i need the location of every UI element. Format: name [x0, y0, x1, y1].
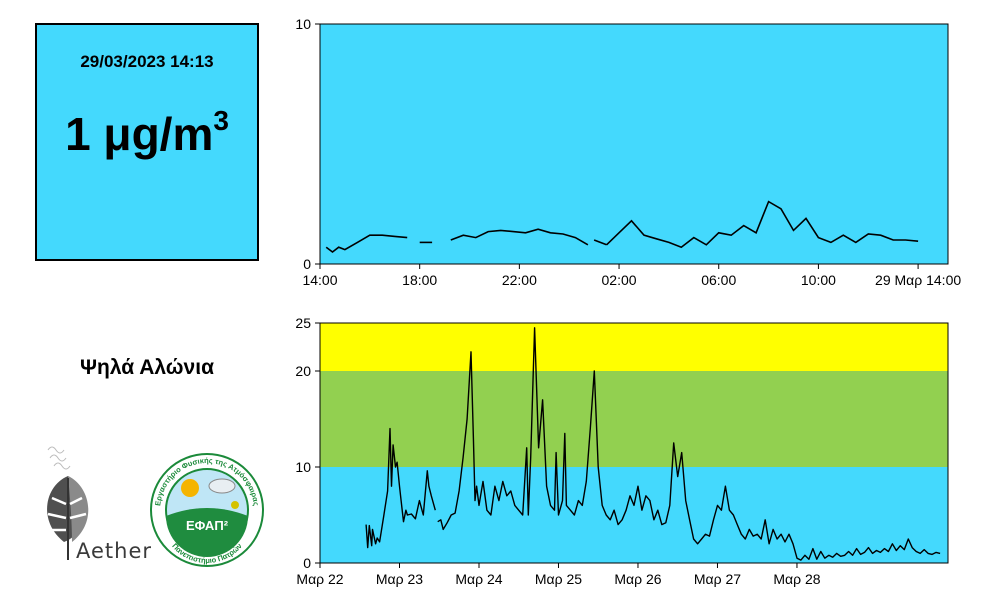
chart-week-band	[320, 323, 948, 371]
chart-24h-series-line	[593, 239, 607, 246]
current-reading-panel: 29/03/2023 14:13 1 μg/m3	[35, 23, 259, 261]
reading-value-text: 1 μg/m	[65, 108, 214, 160]
chart-week-plot-frame	[319, 322, 949, 564]
chart-24h-x-tick-label: 18:00	[402, 272, 437, 288]
chart-week-y-tick-label: 20	[295, 363, 311, 379]
efap-lab-icon: ΕΦΑΠ² Εργαστήριο Φυσικής της Ατμόσφαιρας…	[150, 453, 264, 567]
reading-timestamp: 29/03/2023 14:13	[80, 52, 214, 71]
chart-week-y-tick-label: 0	[303, 555, 311, 571]
chart-24h-x-tick-label: 10:00	[801, 272, 836, 288]
chart-week-band	[320, 371, 948, 467]
chart-24h-x-tick-label: 06:00	[701, 272, 736, 288]
aether-logo: Aether	[36, 442, 152, 568]
chart-24h-series-line	[325, 234, 408, 254]
station-name: Ψηλά Αλώνια	[80, 356, 214, 379]
chart-week-x-tick-label: Μαρ 28	[773, 571, 820, 587]
chart-week-y-tick-label: 10	[295, 459, 311, 475]
chart-24h-y-tick-label: 10	[295, 16, 311, 32]
chart-24h-series-line	[450, 228, 589, 246]
chart-24h-x-tick-label: 22:00	[502, 272, 537, 288]
aether-leaf-icon	[47, 446, 89, 560]
chart-week-x-tick-label: Μαρ 27	[694, 571, 741, 587]
chart-week-x-tick-label: Μαρ 26	[614, 571, 661, 587]
chart-week-x-tick-label: Μαρ 23	[376, 571, 423, 587]
chart-week-x-tick-label: Μαρ 24	[455, 571, 502, 587]
chart-week-series-line	[365, 427, 436, 549]
reading-value-exponent: 3	[213, 104, 229, 136]
chart-24h-x-tick-label: 02:00	[602, 272, 637, 288]
chart-24h-x-tick-label: 14:00	[302, 272, 337, 288]
efap-logo: ΕΦΑΠ² Εργαστήριο Φυσικής της Ατμόσφαιρας…	[148, 450, 266, 570]
chart-24h-y-tick-label: 0	[303, 256, 311, 272]
chart-week-x-tick-label: Μαρ 25	[535, 571, 582, 587]
chart-24h: 0 10 14:00 18:00 22:00 02:00 06:00 10:00 29 Μαρ …	[295, 16, 961, 288]
chart-24h-series-line	[606, 200, 919, 249]
aether-logo-text: Aether	[76, 539, 153, 563]
chart-week-x-tick-label: Μαρ 22	[296, 571, 343, 587]
efap-logo-label: ΕΦΑΠ²	[186, 518, 229, 533]
chart-week-series-line	[437, 327, 941, 561]
chart-week-band	[320, 467, 948, 563]
chart-24h-x-tick-label: 29 Μαρ 14:00	[875, 272, 961, 288]
chart-week-y-tick-label: 25	[295, 315, 311, 331]
reading-value: 1 μg/m3	[37, 104, 257, 161]
